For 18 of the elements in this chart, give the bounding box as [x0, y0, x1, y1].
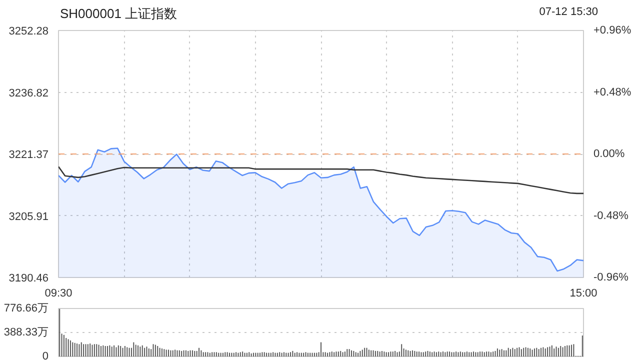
chart-title: SH000001 上证指数 — [60, 5, 178, 23]
y2-tick-label: +0.48% — [594, 86, 632, 98]
y2-tick-label: +0.96% — [594, 24, 632, 36]
y2-tick-label: -0.96% — [594, 272, 629, 284]
y-tick-label: 3221.37 — [8, 149, 49, 161]
y-tick-label: 388.33万 — [4, 326, 49, 338]
y-tick-label: 3205.91 — [8, 210, 49, 223]
y-tick-label: 3190.46 — [8, 272, 49, 284]
text: 07-12 15:30 — [539, 5, 598, 20]
x-tick-label: 09:30 — [44, 288, 72, 300]
y2-tick-label: 0.00% — [594, 148, 625, 160]
y-tick-label: 0 — [42, 350, 49, 360]
x-tick-label: 15:00 — [570, 288, 598, 300]
y-tick-label: 3236.82 — [8, 87, 49, 100]
y-tick-label: 3252.28 — [8, 26, 49, 38]
y2-tick-label: -0.48% — [594, 210, 629, 222]
y-tick-label: 776.66万 — [4, 302, 49, 314]
line-series — [58, 166, 584, 194]
